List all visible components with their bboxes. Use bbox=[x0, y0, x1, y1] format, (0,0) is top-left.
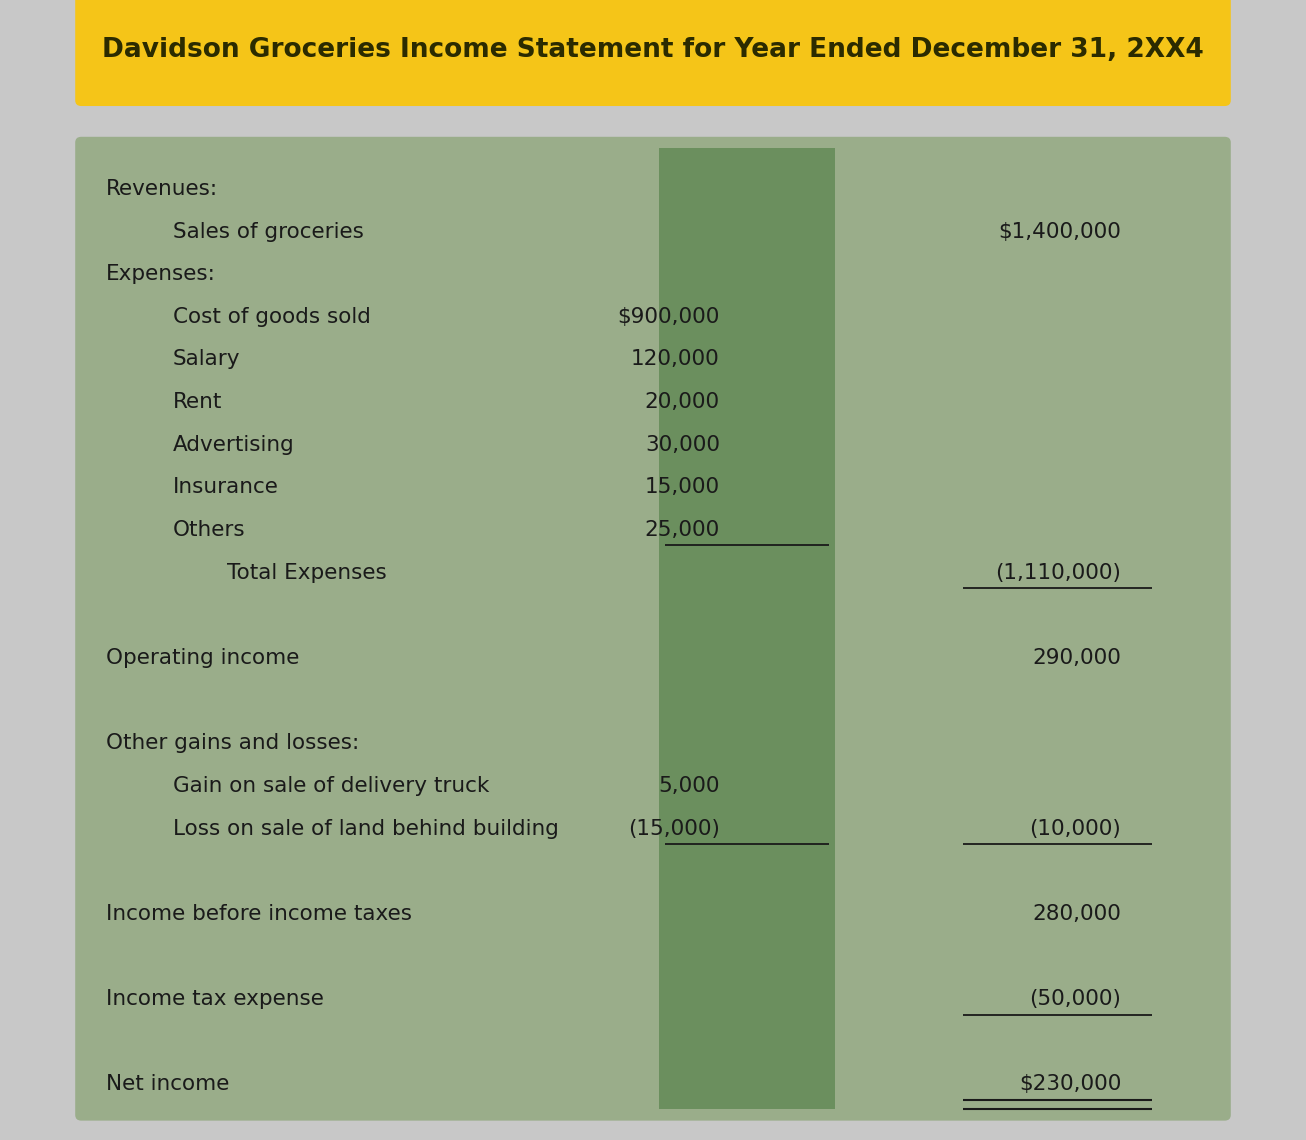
Text: Income before income taxes: Income before income taxes bbox=[106, 904, 411, 923]
Text: Income tax expense: Income tax expense bbox=[106, 990, 324, 1009]
Text: Loss on sale of land behind building: Loss on sale of land behind building bbox=[172, 819, 559, 839]
Text: (1,110,000): (1,110,000) bbox=[995, 563, 1122, 583]
Text: Other gains and losses:: Other gains and losses: bbox=[106, 733, 359, 754]
Text: Insurance: Insurance bbox=[172, 478, 278, 497]
Text: 120,000: 120,000 bbox=[631, 350, 720, 369]
Text: 290,000: 290,000 bbox=[1033, 648, 1122, 668]
Text: (15,000): (15,000) bbox=[628, 819, 720, 839]
FancyBboxPatch shape bbox=[76, 137, 1230, 1121]
Text: 280,000: 280,000 bbox=[1033, 904, 1122, 923]
Text: Operating income: Operating income bbox=[106, 648, 299, 668]
Text: Total Expenses: Total Expenses bbox=[227, 563, 387, 583]
Text: (10,000): (10,000) bbox=[1029, 819, 1122, 839]
Text: Gain on sale of delivery truck: Gain on sale of delivery truck bbox=[172, 776, 488, 796]
Text: Sales of groceries: Sales of groceries bbox=[172, 221, 363, 242]
Bar bbox=[660, 148, 836, 1109]
Text: Cost of goods sold: Cost of goods sold bbox=[172, 307, 371, 327]
Text: 30,000: 30,000 bbox=[645, 434, 720, 455]
Text: Revenues:: Revenues: bbox=[106, 179, 218, 198]
Text: 20,000: 20,000 bbox=[645, 392, 720, 413]
Text: Davidson Groceries Income Statement for Year Ended December 31, 2XX4: Davidson Groceries Income Statement for … bbox=[102, 38, 1204, 63]
Text: Others: Others bbox=[172, 520, 246, 540]
Text: 15,000: 15,000 bbox=[645, 478, 720, 497]
Text: (50,000): (50,000) bbox=[1029, 990, 1122, 1009]
Text: $900,000: $900,000 bbox=[618, 307, 720, 327]
Text: Expenses:: Expenses: bbox=[106, 264, 215, 284]
Text: Net income: Net income bbox=[106, 1075, 229, 1094]
Text: $230,000: $230,000 bbox=[1019, 1075, 1122, 1094]
FancyBboxPatch shape bbox=[76, 0, 1230, 106]
Text: Salary: Salary bbox=[172, 350, 240, 369]
Text: 5,000: 5,000 bbox=[658, 776, 720, 796]
Text: Rent: Rent bbox=[172, 392, 222, 413]
Text: 25,000: 25,000 bbox=[645, 520, 720, 540]
Text: $1,400,000: $1,400,000 bbox=[999, 221, 1122, 242]
Text: Advertising: Advertising bbox=[172, 434, 294, 455]
